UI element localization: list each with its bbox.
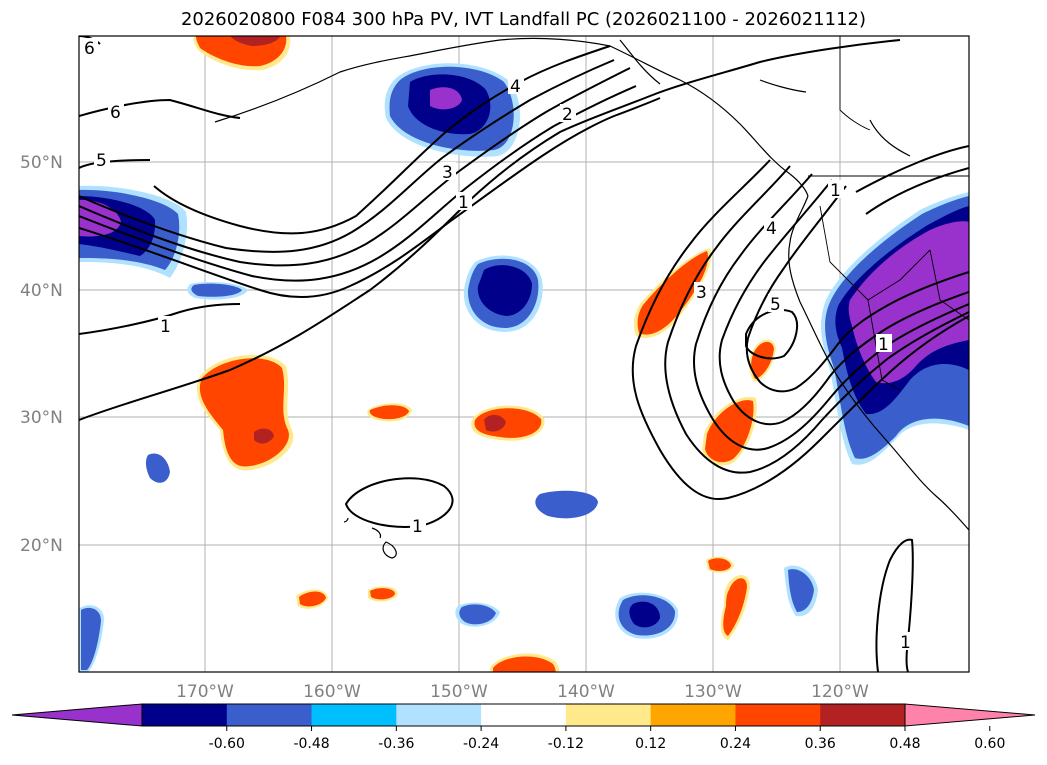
colorbar-tick-label: -0.60	[209, 736, 245, 752]
map-frame	[78, 35, 970, 673]
colorbar-segment	[226, 704, 313, 726]
contour-label: 5	[96, 151, 107, 171]
contour-label: 1	[160, 317, 171, 337]
lon-label: 160°W	[303, 682, 361, 702]
contour-label: 2	[562, 105, 573, 125]
contour-label: 1	[900, 633, 911, 653]
lon-label: 140°W	[557, 682, 615, 702]
map-title: 2026020800 F084 300 hPa PV, IVT Landfall…	[180, 9, 867, 30]
colorbar-tick-label: -0.48	[293, 736, 329, 752]
contour-label: 3	[442, 163, 453, 183]
contour-label: 1	[878, 335, 889, 355]
contour-label: 1	[412, 517, 423, 537]
colorbar-segment	[396, 704, 482, 726]
contour-label: 3	[696, 283, 707, 303]
contour-label: 1	[458, 193, 469, 213]
colorbar-segment	[311, 704, 397, 726]
colorbar-tick-label: -0.12	[548, 736, 584, 752]
colorbar-segment	[735, 704, 821, 726]
colorbar-segment	[481, 704, 567, 726]
contour-label: 5	[770, 295, 781, 315]
contour-label: 4	[766, 219, 777, 239]
contour-label: 6	[84, 39, 95, 59]
lat-label: 30°N	[20, 408, 63, 428]
lat-label: 40°N	[20, 281, 63, 301]
colorbar-tick-label: -0.24	[463, 736, 499, 752]
colorbar-tick-label: 0.12	[635, 736, 666, 752]
lat-label: 50°N	[20, 153, 63, 173]
colorbar-segment	[142, 704, 228, 726]
coastlines	[214, 37, 969, 559]
longitude-labels: 170°W 160°W 150°W 140°W 130°W 120°W	[176, 682, 869, 702]
pv-contours	[79, 36, 969, 672]
lat-label: 20°N	[20, 536, 63, 556]
lon-label: 170°W	[176, 682, 234, 702]
lon-label: 150°W	[430, 682, 488, 702]
positive-pv-regions	[193, 36, 776, 672]
colorbar-tick-label: -0.36	[378, 736, 414, 752]
lon-label: 120°W	[811, 682, 869, 702]
colorbar-segment	[565, 704, 652, 726]
colorbar-tick-label: 0.36	[805, 736, 836, 752]
colorbar-tick-label: 0.60	[974, 736, 1005, 752]
colorbar-tick-label: 0.24	[720, 736, 751, 752]
colorbar-tick-labels: -0.60 -0.48 -0.36 -0.24 -0.12 0.12 0.24 0.36 0.4…	[209, 726, 1005, 752]
latitude-labels: 50°N 40°N 30°N 20°N	[20, 153, 63, 556]
colorbar-extension-low	[11, 703, 143, 727]
colorbar-extension-high	[904, 703, 1036, 727]
contour-label: 6	[110, 103, 121, 123]
contour-label: 1	[830, 181, 841, 201]
map-panel: 6 6 5 4 3 2 1 1 1 1 3 4 5 1	[79, 36, 969, 672]
colorbar-frame	[141, 703, 906, 727]
colorbar-tick-label: 0.48	[889, 736, 920, 752]
contour-labels: 6 6 5 4 3 2 1 1 1 1 3 4 5 1	[82, 38, 914, 653]
lon-label: 130°W	[684, 682, 742, 702]
colorbar	[11, 703, 1036, 727]
colorbar-segment	[820, 704, 906, 726]
colorbar-segment	[650, 704, 736, 726]
contour-label: 4	[510, 77, 521, 97]
